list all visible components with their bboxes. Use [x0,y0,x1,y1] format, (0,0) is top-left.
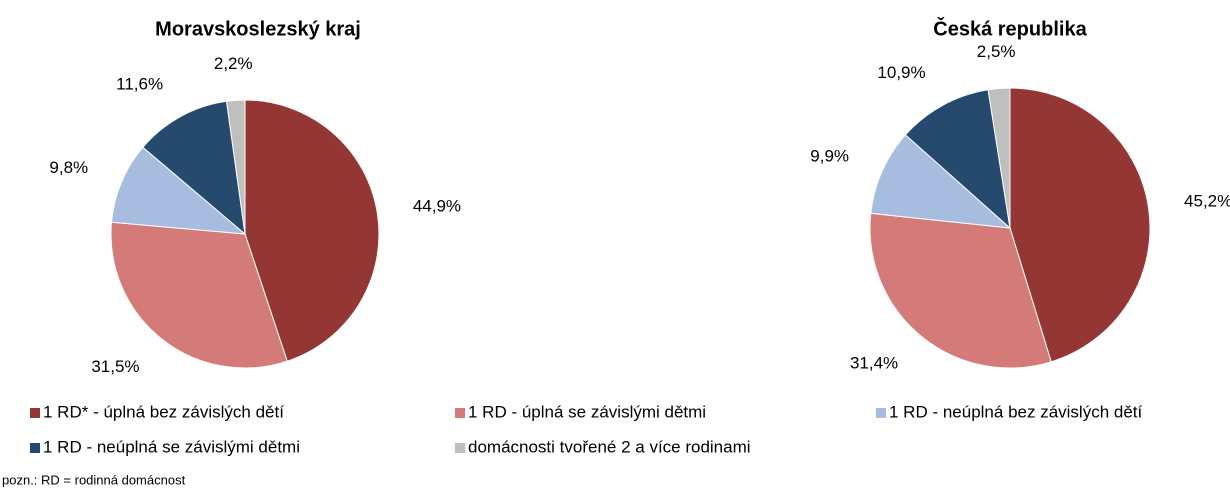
data-label: 9,8% [49,158,88,177]
legend-swatch [30,443,40,453]
data-label: 31,5% [91,357,139,376]
legend-swatch [876,408,886,418]
pie-slice [1009,87,1151,363]
pie-slice [225,99,246,235]
pie-slice [904,89,1011,230]
data-label: 9,9% [810,146,849,165]
pie-slice [870,134,1012,229]
pie-slice [110,221,288,369]
data-label: 10,9% [877,63,925,82]
chart-title: Česká republika [933,16,1087,40]
pie-slice [244,99,380,362]
legend-label: 1 RD* - úplná bez závislých dětí [43,402,284,421]
legend-swatch [30,408,40,418]
data-label: 31,4% [850,353,898,372]
data-label: 2,5% [977,42,1016,61]
legend-label: 1 RD - neúplná se závislými dětmi [43,437,300,456]
chart-title: Moravskoslezský kraj [155,18,361,40]
legend-label: 1 RD - úplná se závislými dětmi [468,402,706,421]
legend-label: domácnosti tvořené 2 a více rodinami [468,437,751,456]
legend-label: 1 RD - neúplná bez závislých dětí [889,402,1143,421]
data-label: 45,2% [1184,191,1230,210]
pie-slice [987,87,1011,229]
data-label: 2,2% [214,54,253,73]
pie-slice [110,146,247,235]
legend-swatch [455,443,465,453]
pie-slice [142,100,246,236]
note: pozn.: RD = rodinná domácnost [2,472,186,487]
data-label: 11,6% [116,75,163,94]
data-label: 44,9% [413,196,461,215]
legend-swatch [455,408,465,418]
pie-slice [869,212,1052,369]
